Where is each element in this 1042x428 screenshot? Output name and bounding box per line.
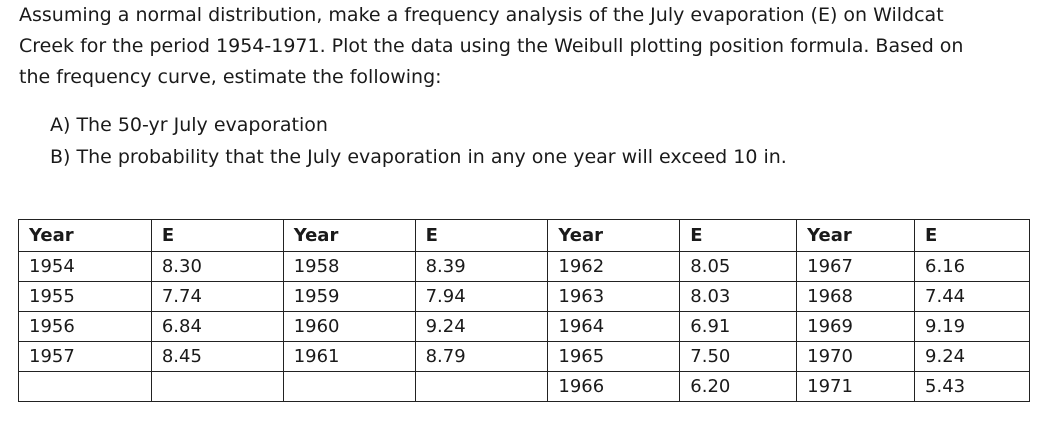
table-cell: 7.74: [150, 281, 284, 312]
table-cell: 9.24: [914, 341, 1030, 372]
table-row: 1966 6.20 1971 5.43: [18, 371, 1030, 402]
table-cell: 1956: [18, 311, 152, 342]
header-year: Year: [547, 219, 681, 252]
table-cell: 1966: [547, 371, 681, 402]
table-cell: 1970: [796, 341, 916, 372]
table-cell: 1971: [796, 371, 916, 402]
table-cell: 7.94: [414, 281, 549, 312]
table-cell: 8.39: [414, 251, 549, 282]
table-cell: 1962: [547, 251, 681, 282]
table-cell: 1968: [796, 281, 916, 312]
problem-line-2: Creek for the period 1954-1971. Plot the…: [19, 35, 964, 57]
table-cell: 9.19: [914, 311, 1030, 342]
table-cell: 8.45: [150, 341, 284, 372]
header-e: E: [679, 219, 798, 252]
header-year: Year: [18, 219, 152, 252]
header-year: Year: [282, 219, 416, 252]
problem-line-1: Assuming a normal distribution, make a f…: [19, 4, 944, 26]
table-cell: 1960: [282, 311, 416, 342]
header-year: Year: [796, 219, 916, 252]
table-cell: 8.30: [150, 251, 284, 282]
table-cell: 6.16: [914, 251, 1030, 282]
table-cell: 1958: [282, 251, 416, 282]
table-cell: 1967: [796, 251, 916, 282]
table-cell: 1963: [547, 281, 681, 312]
table-cell: 6.84: [150, 311, 284, 342]
table-cell: 1964: [547, 311, 681, 342]
table-cell: [414, 371, 549, 402]
table-row: 1955 7.74 1959 7.94 1963 8.03 1968 7.44: [18, 281, 1030, 312]
question-item-b: B) The probability that the July evapora…: [50, 146, 787, 168]
problem-line-3: the frequency curve, estimate the follow…: [19, 66, 442, 88]
table-cell: 9.24: [414, 311, 549, 342]
table-row: 1954 8.30 1958 8.39 1962 8.05 1967 6.16: [18, 251, 1030, 282]
table-cell: 7.50: [679, 341, 798, 372]
table-cell: 1954: [18, 251, 152, 282]
table-cell: 8.05: [679, 251, 798, 282]
table-cell: [18, 371, 152, 402]
table-cell: [282, 371, 416, 402]
table-cell: 6.91: [679, 311, 798, 342]
table-cell: 1969: [796, 311, 916, 342]
table-cell: 8.03: [679, 281, 798, 312]
table-cell: 6.20: [679, 371, 798, 402]
table-cell: [150, 371, 284, 402]
table-cell: 1965: [547, 341, 681, 372]
table-cell: 1961: [282, 341, 416, 372]
header-e: E: [914, 219, 1030, 252]
table-cell: 1959: [282, 281, 416, 312]
header-e: E: [414, 219, 549, 252]
table-row: 1957 8.45 1961 8.79 1965 7.50 1970 9.24: [18, 341, 1030, 372]
header-e: E: [150, 219, 284, 252]
evaporation-table: Year E Year E Year E Year E 1954 8.30 19…: [18, 219, 1030, 402]
table-cell: 1957: [18, 341, 152, 372]
table-row: 1956 6.84 1960 9.24 1964 6.91 1969 9.19: [18, 311, 1030, 342]
table-cell: 8.79: [414, 341, 549, 372]
question-item-a: A) The 50-yr July evaporation: [50, 114, 328, 136]
table-cell: 7.44: [914, 281, 1030, 312]
problem-statement: Assuming a normal distribution, make a f…: [19, 0, 1029, 93]
table-cell: 5.43: [914, 371, 1030, 402]
question-list: A) The 50-yr July evaporation B) The pro…: [50, 109, 787, 173]
table-header-row: Year E Year E Year E Year E: [18, 219, 1030, 252]
table-cell: 1955: [18, 281, 152, 312]
